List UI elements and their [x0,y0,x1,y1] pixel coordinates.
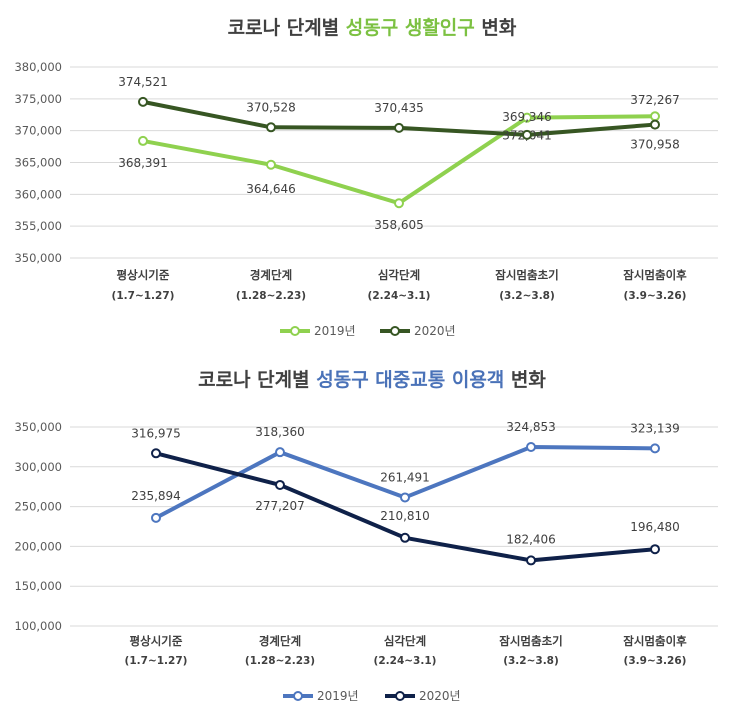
chart-title: 코로나 단계별 성동구 대중교통 이용객 변화 [198,369,546,391]
title-part: 코로나 단계별 [228,17,346,39]
public-transit-chart: 코로나 단계별 성동구 대중교통 이용객 변화 100,000 150,000 200… [14,369,718,703]
title-part: 변화 [504,369,546,391]
data-label: 372,267 [630,93,680,107]
x-category-label: 잠시멈춤이후 [623,634,687,648]
legend-label: 2019년 [314,324,356,338]
data-point [275,479,285,490]
data-point [266,122,276,133]
y-tick-label: 350,000 [14,420,62,434]
x-category-label: 경계단계 [259,634,301,648]
data-point [275,447,285,458]
data-point [151,512,161,523]
legend-label: 2020년 [419,689,461,703]
data-point [650,111,660,122]
y-tick-label: 100,000 [14,619,62,633]
x-category-label: 잠시멈춤초기 [499,634,562,648]
legend-item: 2020년 [380,324,456,338]
data-point [400,492,410,503]
data-point [650,544,660,555]
data-point [138,96,148,107]
data-point [138,135,148,146]
data-label: 318,360 [255,425,305,439]
x-period-label: (3.9~3.26) [624,655,687,667]
data-label: 369,346 [502,110,552,124]
legend-marker [395,691,405,701]
x-category-label: 잠시멈춤초기 [495,268,558,282]
data-point [526,442,536,453]
legend-item: 2020년 [385,689,461,703]
data-point [394,198,404,209]
x-category-label: 평상시기준 [130,634,183,648]
x-period-label: (1.28~2.23) [236,290,306,302]
x-category-label: 평상시기준 [117,268,170,282]
data-label: 370,528 [246,100,296,114]
y-tick-label: 150,000 [14,579,62,593]
y-tick-label: 370,000 [14,124,62,138]
y-tick-label: 350,000 [14,251,62,265]
legend-marker [293,691,303,701]
title-part: 성동구 대중교통 이용객 [316,369,504,391]
legend-marker [290,326,300,336]
x-period-label: (1.28~2.23) [245,655,315,667]
y-tick-label: 375,000 [14,92,62,106]
data-point [151,448,161,459]
legend-item: 2019년 [280,324,356,338]
data-label: 324,853 [506,420,556,434]
chart-title: 코로나 단계별 성동구 생활인구 변화 [228,17,517,39]
data-point [650,119,660,130]
legend-label: 2020년 [414,324,456,338]
x-period-label: (1.7~1.27) [125,655,188,667]
y-tick-label: 380,000 [14,60,62,74]
data-point [522,112,532,123]
data-label: 316,975 [131,426,181,440]
data-label: 368,391 [118,156,168,170]
x-period-label: (3.2~3.8) [503,655,559,667]
data-label: 370,958 [630,138,680,152]
y-tick-label: 300,000 [14,460,62,474]
data-label: 196,480 [630,520,680,534]
x-category-label: 심각단계 [378,268,420,282]
data-point [400,532,410,543]
legend-item: 2019년 [283,689,359,703]
data-point [394,122,404,133]
data-label: 235,894 [131,489,181,503]
data-label: 210,810 [380,509,430,523]
x-period-label: (2.24~3.1) [368,290,431,302]
x-period-label: (3.9~3.26) [624,290,687,302]
data-label: 374,521 [118,75,168,89]
data-label: 358,605 [374,218,424,232]
title-part: 성동구 생활인구 [346,17,475,39]
y-tick-label: 365,000 [14,156,62,170]
data-label: 323,139 [630,421,680,435]
data-point [266,159,276,170]
data-point [526,555,536,566]
x-period-label: (1.7~1.27) [112,290,175,302]
data-label: 277,207 [255,499,305,513]
data-label: 370,435 [374,101,424,115]
legend-marker [390,326,400,336]
living-population-chart: 코로나 단계별 성동구 생활인구 변화 350,000 355,000 360,000… [14,17,718,338]
x-category-label: 심각단계 [384,634,426,648]
title-part: 변화 [475,17,517,39]
y-tick-label: 200,000 [14,539,62,553]
data-point [650,443,660,454]
x-category-label: 잠시멈춤이후 [623,268,687,282]
y-tick-label: 250,000 [14,500,62,514]
data-point [522,129,532,140]
x-period-label: (3.2~3.8) [499,290,555,302]
data-label: 182,406 [506,532,556,546]
y-tick-label: 360,000 [14,187,62,201]
x-period-label: (2.24~3.1) [374,655,437,667]
data-label: 364,646 [246,182,296,196]
x-category-label: 경계단계 [250,268,292,282]
legend-label: 2019년 [317,689,359,703]
title-part: 코로나 단계별 [198,369,316,391]
y-tick-label: 355,000 [14,219,62,233]
data-label: 261,491 [380,470,430,484]
